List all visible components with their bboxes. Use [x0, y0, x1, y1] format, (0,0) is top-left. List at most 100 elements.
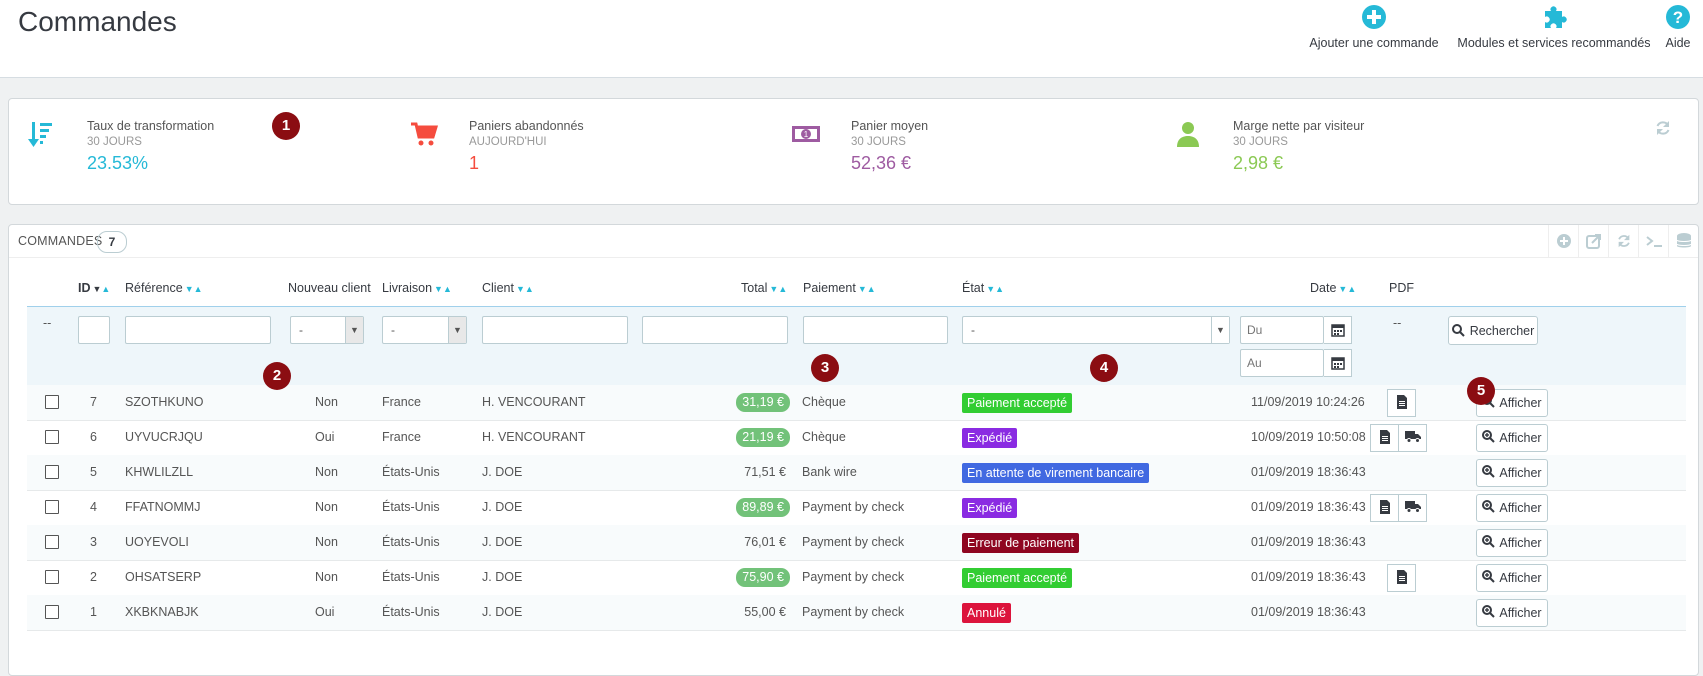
view-label: Afficher [1499, 466, 1542, 480]
add-order-button[interactable]: Ajouter une commande [1306, 0, 1442, 50]
filter-state-select[interactable]: - ▼ [962, 316, 1230, 344]
marker-5: 5 [1467, 377, 1495, 405]
col-head-total[interactable]: Total ▼▲ [741, 281, 788, 295]
recommended-modules-label: Modules et services recommandés [1457, 36, 1651, 50]
invoice-icon [1396, 569, 1408, 587]
help-label: Aide [1665, 36, 1691, 50]
row-checkbox[interactable] [45, 570, 59, 584]
cell-total-badge: 21,19 € [736, 428, 790, 447]
col-head-payment[interactable]: Paiement ▼▲ [803, 281, 876, 295]
cell-id: 4 [90, 500, 97, 514]
chevron-down-icon: ▼ [345, 317, 363, 343]
calendar-icon [1330, 357, 1345, 370]
col-head-reference[interactable]: Référence ▼▲ [125, 281, 203, 295]
kpi-value: 23.53% [87, 153, 149, 173]
cell-payment: Payment by check [802, 500, 905, 514]
marker-2: 2 [263, 362, 291, 390]
filter-payment-input[interactable] [803, 316, 948, 344]
col-head-client[interactable]: Client ▼▲ [482, 281, 534, 295]
help-icon: ? [1666, 5, 1690, 29]
filter-date-from-input[interactable] [1240, 316, 1324, 344]
refresh-icon[interactable] [1654, 119, 1672, 137]
filter-client-input[interactable] [482, 316, 628, 344]
view-order-button[interactable]: Afficher [1476, 599, 1548, 627]
kpi-title: Marge nette par visiteur [1233, 119, 1365, 133]
col-head-date[interactable]: Date ▼▲ [1310, 281, 1357, 295]
cell-client: H. VENCOURANT [482, 430, 586, 444]
view-order-button[interactable]: Afficher [1476, 459, 1548, 487]
cell-total-badge: 31,19 € [736, 393, 790, 412]
row-checkbox[interactable] [45, 430, 59, 444]
col-head-pdf: PDF [1389, 281, 1414, 295]
calendar-to-button[interactable] [1324, 349, 1352, 377]
table-row[interactable]: 3 UOYEVOLI Non États-Unis J. DOE 76,01 € Payme… [27, 525, 1686, 561]
table-row[interactable]: 4 FFATNOMMJ Non États-Unis J. DOE 89,89 € Paym… [27, 490, 1686, 526]
filter-date-to-input[interactable] [1240, 349, 1324, 377]
row-checkbox[interactable] [45, 500, 59, 514]
view-order-button[interactable]: Afficher [1476, 424, 1548, 452]
cell-client: H. VENCOURANT [482, 395, 586, 409]
invoice-icon [1379, 429, 1391, 447]
kpi-title: Panier moyen [851, 119, 929, 133]
cell-id: 5 [90, 465, 97, 479]
chevron-down-icon: ▼ [448, 317, 466, 343]
export-icon[interactable] [1578, 225, 1609, 257]
database-icon[interactable] [1668, 225, 1699, 257]
delivery-slip-pdf-button[interactable] [1398, 424, 1427, 452]
col-head-delivery[interactable]: Livraison ▼▲ [382, 281, 452, 295]
cell-date: 11/09/2019 10:24:26 [1251, 395, 1365, 409]
table-row[interactable]: 7 SZOTHKUNO Non France H. VENCOURANT 31,19 € C… [27, 385, 1686, 421]
cell-id: 3 [90, 535, 97, 549]
calendar-from-button[interactable] [1324, 316, 1352, 344]
help-button[interactable]: ? Aide [1660, 0, 1696, 50]
filter-reference-input[interactable] [125, 316, 271, 344]
view-order-button[interactable]: Afficher [1476, 529, 1548, 557]
filter-delivery-select[interactable]: - ▼ [382, 316, 467, 344]
col-head-delivery-label: Livraison [382, 281, 433, 295]
row-checkbox[interactable] [45, 605, 59, 619]
table-row[interactable]: 1 XKBKNABJK Oui États-Unis J. DOE 55,00 € Paym… [27, 595, 1686, 631]
invoice-pdf-button[interactable] [1387, 389, 1416, 417]
search-button[interactable]: Rechercher [1448, 316, 1538, 345]
col-head-state-label: État [962, 281, 985, 295]
status-badge: Erreur de paiement [962, 533, 1080, 553]
sql-query-icon[interactable] [1638, 225, 1669, 257]
table-row[interactable]: 2 OHSATSERP Non États-Unis J. DOE 75,90 € Paym… [27, 560, 1686, 596]
row-checkbox[interactable] [45, 535, 59, 549]
add-icon[interactable] [1548, 225, 1579, 257]
invoice-pdf-button[interactable] [1387, 564, 1416, 592]
orders-list-panel: COMMANDES 7 ID ▼▲ Référence ▼▲ Nouveau cli… [8, 224, 1699, 676]
table-row[interactable]: 6 UYVUCRJQU Oui France H. VENCOURANT 21,19 € C… [27, 420, 1686, 456]
row-checkbox[interactable] [45, 465, 59, 479]
bulk-filter-placeholder: -- [43, 316, 52, 330]
col-head-pdf-label: PDF [1389, 281, 1414, 295]
col-head-state[interactable]: État ▼▲ [962, 281, 1005, 295]
row-checkbox[interactable] [45, 395, 59, 409]
delivery-slip-pdf-button[interactable] [1398, 494, 1427, 522]
zoom-in-icon [1482, 605, 1496, 621]
col-head-id[interactable]: ID ▼▲ [78, 281, 111, 295]
zoom-in-icon [1482, 535, 1496, 551]
invoice-icon [1396, 394, 1408, 412]
cell-id: 1 [90, 605, 97, 619]
invoice-pdf-button[interactable] [1370, 424, 1399, 452]
filter-id-input[interactable] [78, 316, 110, 344]
invoice-pdf-button[interactable] [1370, 494, 1399, 522]
view-order-button[interactable]: Afficher [1476, 564, 1548, 592]
user-icon [1177, 122, 1199, 147]
cell-payment: Chèque [802, 430, 846, 444]
filter-new-client-select[interactable]: - ▼ [290, 316, 364, 344]
svg-text:?: ? [1673, 8, 1683, 27]
col-head-payment-label: Paiement [803, 281, 856, 295]
cell-new-client: Oui [315, 430, 335, 444]
recommended-modules-button[interactable]: Modules et services recommandés [1456, 0, 1652, 50]
refresh-list-icon[interactable] [1608, 225, 1639, 257]
filter-total-input[interactable] [642, 316, 788, 344]
zoom-in-icon [1482, 570, 1496, 586]
page-header: Commandes Ajouter une commande Modules e… [0, 0, 1703, 78]
cell-reference: UYVUCRJQU [125, 430, 203, 444]
marker-1: 1 [272, 112, 300, 140]
table-row[interactable]: 5 KHWLILZLL Non États-Unis J. DOE 71,51 € Bank… [27, 455, 1686, 491]
status-badge: Paiement accepté [962, 568, 1073, 588]
view-order-button[interactable]: Afficher [1476, 494, 1548, 522]
